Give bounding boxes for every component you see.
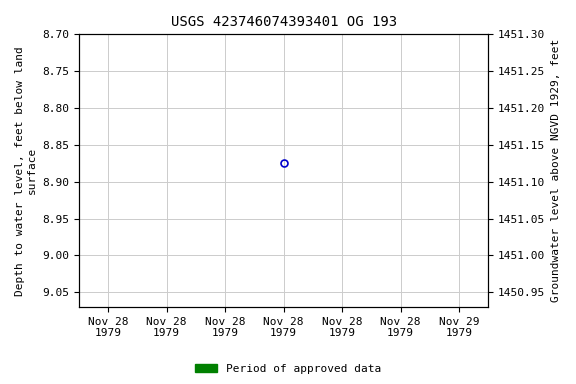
Y-axis label: Depth to water level, feet below land
surface: Depth to water level, feet below land su… (15, 46, 37, 296)
Title: USGS 423746074393401 OG 193: USGS 423746074393401 OG 193 (170, 15, 397, 29)
Legend: Period of approved data: Period of approved data (191, 359, 385, 379)
Y-axis label: Groundwater level above NGVD 1929, feet: Groundwater level above NGVD 1929, feet (551, 39, 561, 302)
